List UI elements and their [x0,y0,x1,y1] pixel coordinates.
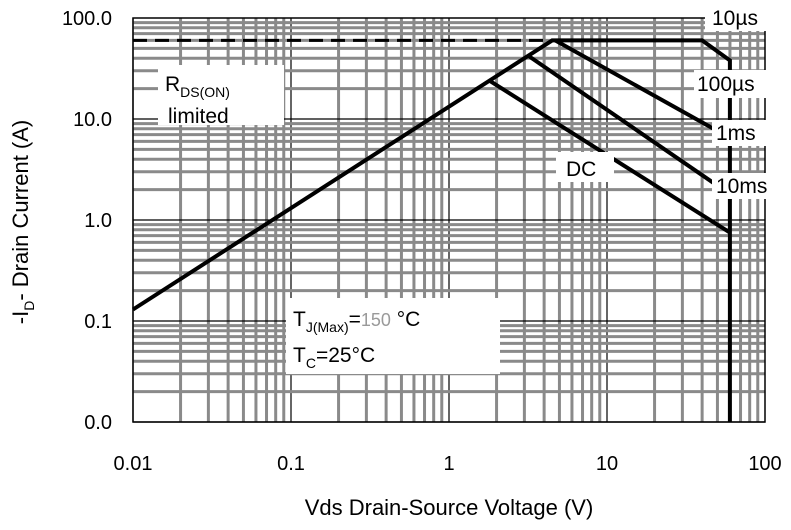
dc-label: DC [566,158,596,181]
y-axis-label: -ID- Drain Current (A) [8,120,37,325]
conditions-box-bg [286,298,500,374]
t10ms-label-bg [712,173,778,199]
plot-frame [132,17,766,423]
x-tick-label: 10 [596,453,618,475]
x-tick-label: 1 [443,453,454,475]
y-tick-label: 0.1 [84,311,112,333]
y-tick-label: 10.0 [73,109,112,131]
t1ms-label: 1ms [716,122,756,145]
rds-label-line2: limited [168,105,229,128]
y-tick-label: 1.0 [84,210,112,232]
tj-label: TJ(Max)=150 °C [293,308,420,335]
x-tick-label: 100 [748,453,781,475]
t100us-label-bg [694,70,778,98]
x-tick-labels: 0.01 0.1 1 10 100 [114,453,782,475]
rds-label-bg [158,65,284,125]
x-tick-label: 0.1 [277,453,305,475]
y-tick-labels: 0.0 0.1 1.0 10.0 100.0 [62,8,112,434]
y-tick-label: 100.0 [62,8,112,30]
t100us-label: 100µs [697,73,755,96]
dc-label-bg [556,152,614,182]
t10ms-label: 10ms [716,175,767,198]
x-axis-label: Vds Drain-Source Voltage (V) [305,495,594,520]
t10us-label: 10µs [712,7,758,30]
y-tick-label: 0.0 [84,412,112,434]
t1ms-label-bg [712,120,768,146]
rds-label: RDS(ON) [165,73,230,100]
x-tick-label: 0.01 [114,453,153,475]
t10us-label-bg [705,5,771,31]
series-line [527,54,732,196]
series-line [554,38,731,140]
tc-label: TC=25°C [293,344,375,371]
